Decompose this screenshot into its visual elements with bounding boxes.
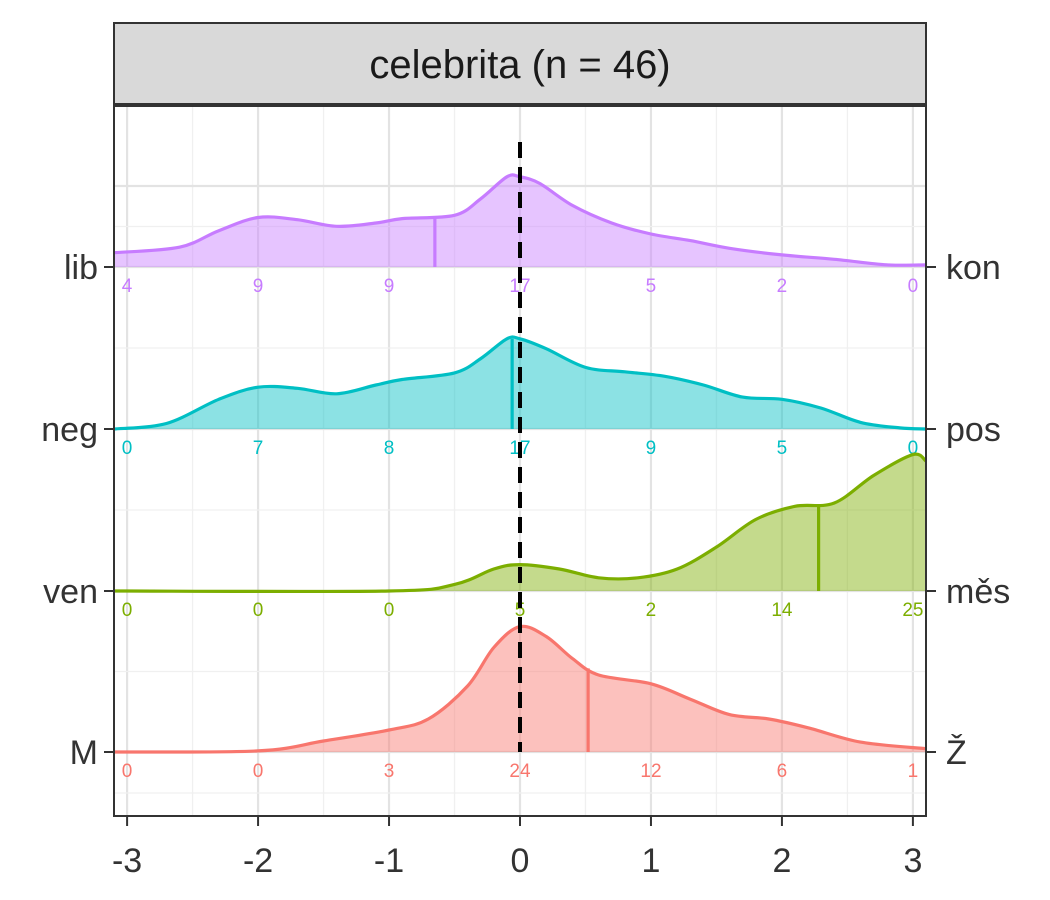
- x-tick-label: -1: [374, 842, 404, 880]
- count-label: 17: [509, 276, 530, 297]
- x-tick-label: 3: [903, 842, 922, 880]
- density-line: [113, 335, 927, 431]
- count-label: 25: [902, 600, 923, 621]
- count-label: 14: [771, 600, 793, 621]
- ridge-M: 0 0 3 24 12 6 1: [113, 624, 927, 782]
- density-line: [113, 452, 928, 594]
- count-label: 0: [122, 438, 133, 459]
- left-axis-label: ven: [43, 573, 98, 611]
- left-axis-label: neg: [41, 411, 98, 449]
- ridge-ven: 0 0 0 5 2 14 25: [113, 452, 928, 621]
- count-label: 1: [908, 761, 919, 782]
- x-tick-label: -2: [243, 842, 273, 880]
- right-axis-label: měs: [946, 573, 1010, 611]
- count-label: 24: [509, 761, 531, 782]
- count-label: 8: [384, 438, 395, 459]
- count-label: 9: [253, 276, 264, 297]
- density-area: [114, 626, 926, 753]
- count-label: 9: [384, 276, 395, 297]
- x-tick-label: 0: [511, 842, 530, 880]
- count-label: 2: [646, 600, 657, 621]
- count-label: 9: [646, 438, 657, 459]
- count-label: 0: [384, 600, 395, 621]
- count-label: 7: [253, 438, 264, 459]
- count-label: 5: [515, 600, 526, 621]
- count-label: 0: [122, 761, 133, 782]
- x-tick-label: 2: [772, 842, 791, 880]
- x-tick-label: -3: [112, 842, 142, 880]
- count-label: 0: [253, 600, 264, 621]
- left-axis-label: lib: [64, 249, 98, 287]
- density-line: [113, 624, 927, 754]
- count-label: 3: [384, 761, 395, 782]
- right-axis-label: Ž: [946, 734, 967, 772]
- count-label: 6: [777, 761, 788, 782]
- density-line: [113, 173, 927, 267]
- count-label: 0: [908, 276, 919, 297]
- count-label: 5: [646, 276, 657, 297]
- count-label: 4: [122, 276, 133, 297]
- count-label: 0: [253, 761, 264, 782]
- left-axis-label: M: [70, 734, 98, 772]
- count-label: 2: [777, 276, 788, 297]
- count-label: 0: [908, 438, 919, 459]
- chart-title: celebrita (n = 46): [369, 43, 670, 87]
- density-area: [114, 454, 926, 592]
- x-tick-label: 1: [642, 842, 661, 880]
- right-axis-label: kon: [946, 249, 1001, 287]
- count-label: 12: [640, 761, 661, 782]
- right-axis-label: pos: [946, 411, 1001, 449]
- count-label: 5: [777, 438, 788, 459]
- strip-background: [113, 22, 927, 105]
- count-label: 0: [122, 600, 133, 621]
